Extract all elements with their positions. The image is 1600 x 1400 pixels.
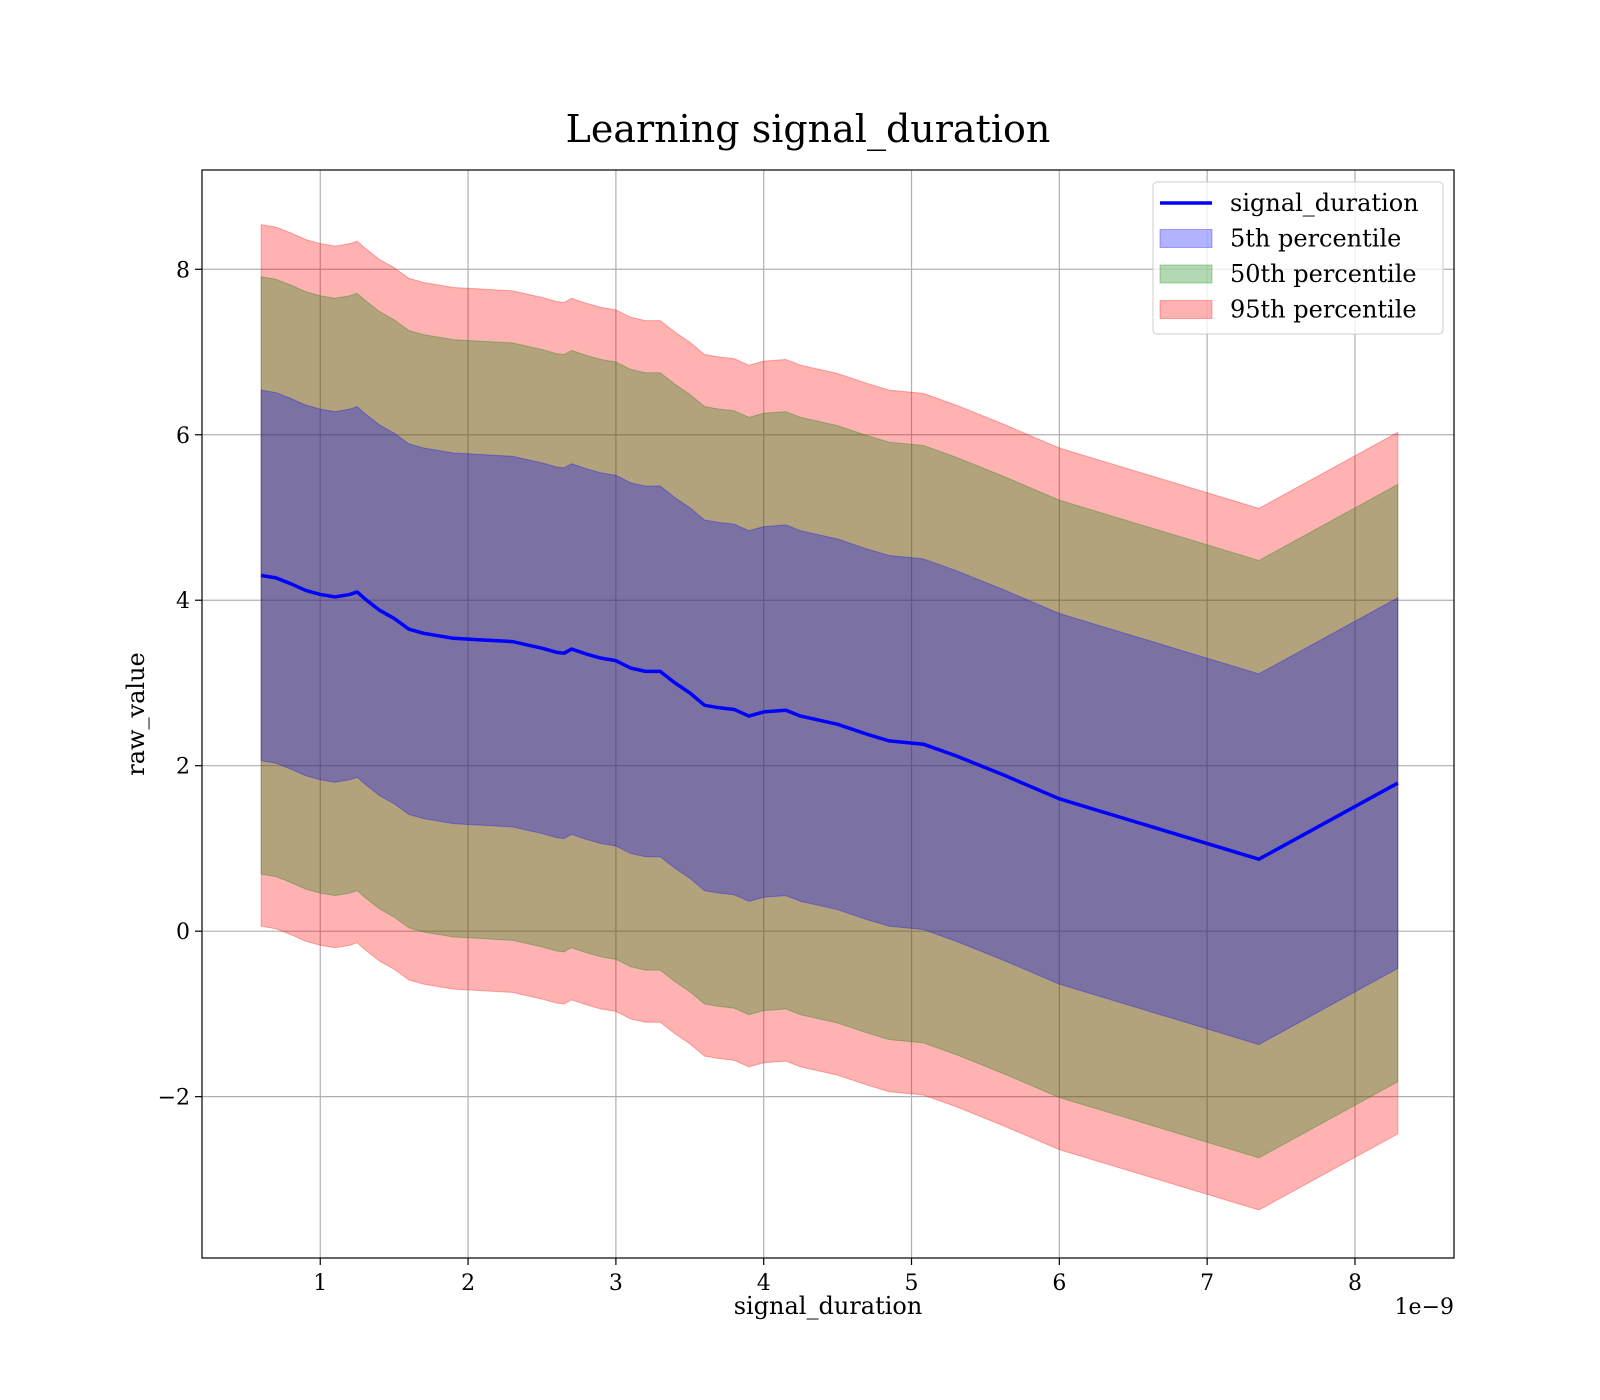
- legend-label: 50th percentile: [1230, 260, 1417, 288]
- y-axis-label: raw_value: [122, 652, 150, 776]
- y-tick-label: 2: [176, 755, 190, 780]
- grid: [202, 170, 1454, 1258]
- legend-swatch-patch: [1159, 300, 1213, 319]
- legend-label: 95th percentile: [1230, 296, 1417, 324]
- x-tick-label: 8: [1348, 1271, 1362, 1296]
- x-tick-label: 5: [905, 1271, 919, 1296]
- x-tick-label: 2: [461, 1271, 475, 1296]
- y-tick-label: 4: [176, 589, 190, 614]
- band-95th-percentile: [260, 224, 1399, 1211]
- x-tick-label: 1: [313, 1271, 327, 1296]
- y-tick-label: 8: [176, 258, 190, 283]
- y-axis-ticks: −2 0 2 4 6 8: [158, 258, 202, 1111]
- series-lines: [260, 573, 1399, 861]
- x-axis-label: signal_duration: [734, 1292, 923, 1320]
- legend-swatch-patch: [1159, 229, 1213, 248]
- legend: signal_duration 5th percentile 50th percen…: [1152, 181, 1444, 335]
- x-axis-ticks: 1 2 3 4 5 6 7 8: [313, 1258, 1362, 1296]
- legend-swatch-patch: [1159, 264, 1213, 284]
- percentile-bands: [260, 224, 1399, 1211]
- y-tick-label: −2: [158, 1086, 190, 1111]
- band-5th-percentile: [260, 389, 1399, 1046]
- y-tick-label: 6: [176, 424, 190, 449]
- x-axis-offset-text: 1e−9: [1395, 1295, 1454, 1320]
- plot-frame: [201, 169, 1455, 1259]
- x-tick-label: 6: [1052, 1271, 1066, 1296]
- y-tick-label: 0: [176, 920, 190, 945]
- x-tick-label: 7: [1200, 1271, 1214, 1296]
- x-tick-label: 4: [757, 1271, 771, 1296]
- legend-box: [1152, 181, 1444, 335]
- x-tick-label: 3: [609, 1271, 623, 1296]
- legend-label: signal_duration: [1230, 189, 1419, 217]
- chart-title: Learning signal_duration: [566, 107, 1051, 152]
- series-line-signal-duration: [260, 573, 1399, 861]
- band-50th-percentile: [260, 276, 1399, 1159]
- legend-label: 5th percentile: [1230, 225, 1401, 253]
